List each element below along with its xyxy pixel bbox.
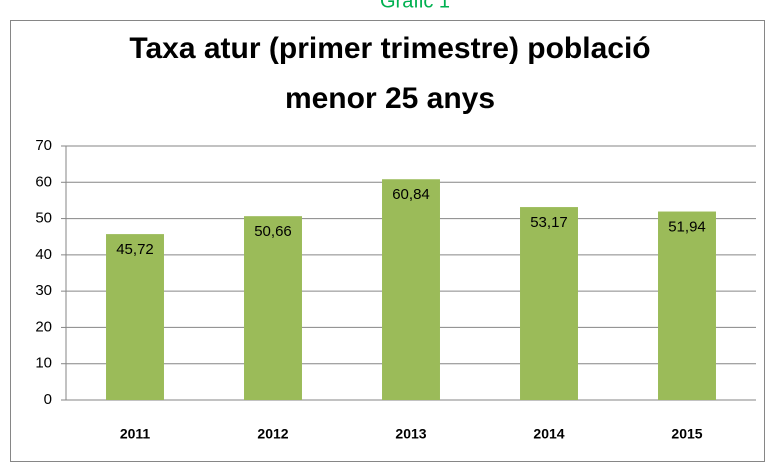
x-tick-label: 2013 bbox=[395, 426, 426, 442]
bar bbox=[382, 179, 440, 400]
data-label: 53,17 bbox=[530, 214, 568, 231]
y-tick-label: 40 bbox=[35, 246, 52, 263]
caption: Gràfic 1 bbox=[380, 0, 450, 12]
data-label: 60,84 bbox=[392, 186, 430, 203]
bar bbox=[658, 211, 716, 400]
chart-title: menor 25 anys bbox=[285, 82, 495, 115]
y-tick-label: 20 bbox=[35, 318, 52, 335]
data-label: 51,94 bbox=[668, 219, 706, 236]
data-label: 45,72 bbox=[116, 241, 154, 258]
bar bbox=[520, 207, 578, 400]
y-tick-label: 30 bbox=[35, 282, 52, 299]
bar bbox=[106, 234, 164, 400]
y-tick-label: 60 bbox=[35, 173, 52, 190]
data-label: 50,66 bbox=[254, 223, 292, 240]
y-tick-label: 50 bbox=[35, 210, 52, 227]
x-tick-label: 2011 bbox=[120, 426, 151, 442]
bar bbox=[244, 216, 302, 400]
x-tick-label: 2015 bbox=[671, 426, 702, 442]
x-tick-label: 2012 bbox=[257, 426, 288, 442]
y-tick-label: 0 bbox=[44, 391, 52, 408]
chart-title: Taxa atur (primer trimestre) població bbox=[129, 32, 650, 65]
x-tick-label: 2014 bbox=[533, 426, 564, 442]
y-tick-label: 70 bbox=[35, 137, 52, 154]
y-tick-label: 10 bbox=[35, 355, 52, 372]
